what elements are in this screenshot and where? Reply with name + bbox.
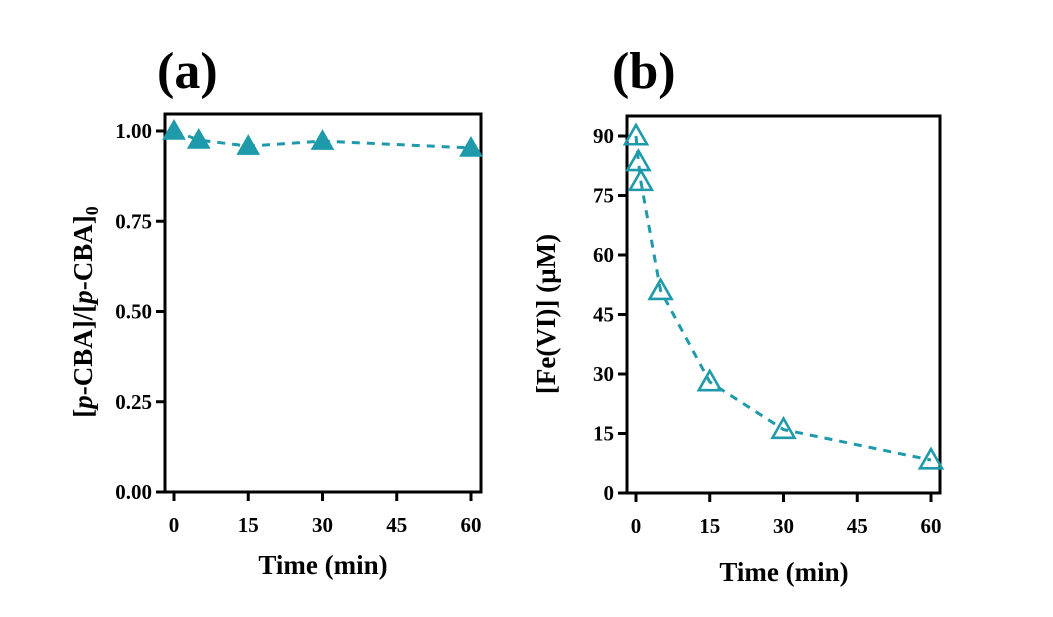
panel-b-plot-frame xyxy=(625,114,942,495)
panel-a: (a) 0.00 0.25 0.50 0.75 1.00 0 15 30 45 60 Time … xyxy=(68,43,483,580)
panel-a-x-tick-label: 45 xyxy=(386,513,407,537)
panel-b-data-point xyxy=(917,446,945,470)
panel-b-y-tick-label: 15 xyxy=(593,422,614,446)
panel-a-x-tick-label: 30 xyxy=(312,513,333,537)
panel-b-y-tick-label: 30 xyxy=(593,362,614,386)
panel-a-data-point xyxy=(459,135,483,157)
panel-a-series xyxy=(162,118,483,157)
panel-a-plot-frame xyxy=(163,112,483,494)
panel-b-x-ticks: 0 15 30 45 60 xyxy=(631,493,942,538)
panel-a-data-point xyxy=(162,118,186,140)
panel-b-y-tick-label: 45 xyxy=(593,303,614,327)
panel-b-x-tick-label: 0 xyxy=(631,514,642,538)
panel-a-label: (a) xyxy=(157,43,218,100)
panel-b-data-point xyxy=(627,167,655,192)
panel-b-y-axis-title: [Fe(VI)] (µM) xyxy=(531,234,561,394)
panel-a-y-axis-title: [p-CBA]/[p-CBA]0 xyxy=(68,206,102,417)
panel-a-y-ticks: 0.00 0.25 0.50 0.75 1.00 xyxy=(115,119,165,504)
panel-a-x-axis-title: Time (min) xyxy=(258,550,387,580)
panel-b-x-tick-label: 45 xyxy=(847,514,868,538)
panel-b-y-tick-label: 60 xyxy=(593,243,614,267)
panel-a-y-tick-label: 1.00 xyxy=(115,119,152,143)
panel-b: (b) 0 15 30 45 60 75 90 0 15 30 45 60 Time (min) [… xyxy=(531,43,945,587)
panel-a-data-point xyxy=(236,134,261,155)
panel-b-data-point xyxy=(647,277,674,301)
panel-b-x-tick-label: 30 xyxy=(773,514,794,538)
panel-b-x-tick-label: 60 xyxy=(921,514,942,538)
panel-b-y-tick-label: 90 xyxy=(593,124,614,148)
panel-a-x-tick-label: 0 xyxy=(169,513,180,537)
panel-b-data-point xyxy=(770,415,797,440)
panel-a-data-point xyxy=(310,129,335,150)
panel-b-label: (b) xyxy=(612,43,676,100)
panel-a-x-tick-label: 60 xyxy=(461,513,482,537)
panel-b-y-ticks: 0 15 30 45 60 75 90 xyxy=(593,124,627,505)
panel-a-y-tick-label: 0.75 xyxy=(115,209,152,233)
panel-b-series xyxy=(622,122,945,470)
panel-a-y-tick-label: 0.50 xyxy=(115,300,152,324)
panel-a-data-point xyxy=(186,128,211,149)
panel-a-x-ticks: 0 15 30 45 60 xyxy=(169,492,482,537)
panel-b-x-tick-label: 15 xyxy=(699,514,720,538)
panel-a-y-tick-label: 0.00 xyxy=(115,480,152,504)
panel-b-y-tick-label: 0 xyxy=(604,481,615,505)
panel-b-data-point xyxy=(696,368,723,392)
panel-b-y-tick-label: 75 xyxy=(593,184,614,208)
panel-b-series-line xyxy=(634,135,932,462)
panel-b-data-point xyxy=(625,148,652,172)
panel-b-data-point xyxy=(622,122,650,146)
panel-a-x-tick-label: 15 xyxy=(238,513,259,537)
panel-a-y-tick-label: 0.25 xyxy=(115,390,152,414)
panel-b-x-axis-title: Time (min) xyxy=(719,557,848,587)
